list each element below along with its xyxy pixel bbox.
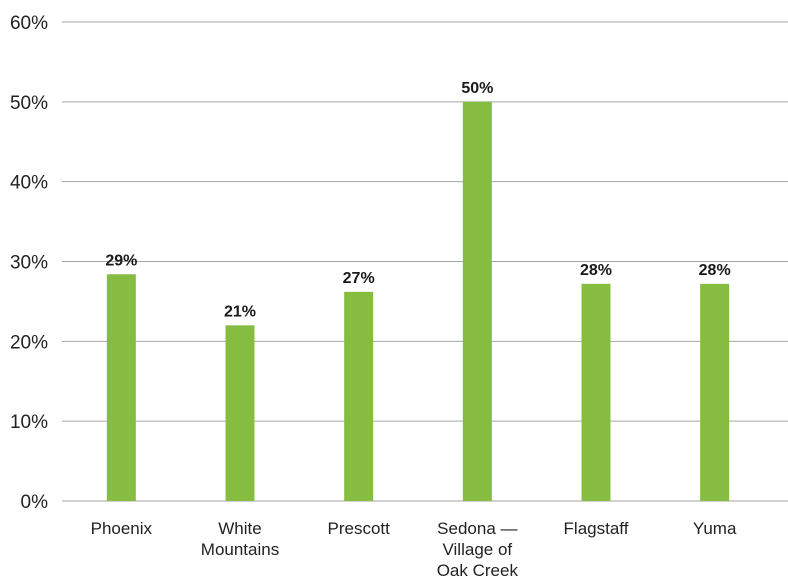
bar — [106, 274, 136, 501]
data-label: 28% — [580, 262, 612, 279]
data-label: 21% — [224, 303, 256, 320]
bar — [462, 101, 492, 501]
bar — [225, 325, 255, 501]
y-tick-label: 0% — [21, 492, 49, 513]
x-tick-label: Yuma — [693, 519, 737, 538]
y-tick-label: 20% — [10, 332, 48, 353]
data-label: 27% — [343, 270, 375, 287]
bar — [700, 283, 730, 501]
x-tick-label: Flagstaff — [564, 519, 629, 538]
bars — [106, 101, 730, 501]
x-tick-label: White Mountains — [201, 519, 279, 559]
x-tick-label: Sedona — Village of Oak Creek — [437, 519, 519, 580]
data-label: 50% — [461, 80, 493, 97]
x-tick-label: Phoenix — [91, 519, 153, 538]
y-tick-label: 60% — [10, 13, 48, 34]
y-tick-label: 10% — [10, 412, 48, 433]
y-axis-ticks: 0% 10% 20% 30% 40% 50% 60% — [10, 13, 48, 513]
data-label: 28% — [699, 262, 731, 279]
data-labels: 29% 21% 27% 50% 28% 28% — [105, 80, 730, 321]
bar — [344, 291, 374, 501]
x-axis-categories: Phoenix White Mountains Prescott Sedona — Vil… — [91, 519, 737, 580]
x-tick-label: Prescott — [327, 519, 390, 538]
bar — [581, 283, 611, 501]
gridlines — [62, 21, 788, 502]
data-label: 29% — [105, 252, 137, 269]
y-tick-label: 40% — [10, 173, 48, 194]
y-tick-label: 30% — [10, 253, 48, 274]
y-tick-label: 50% — [10, 93, 48, 114]
